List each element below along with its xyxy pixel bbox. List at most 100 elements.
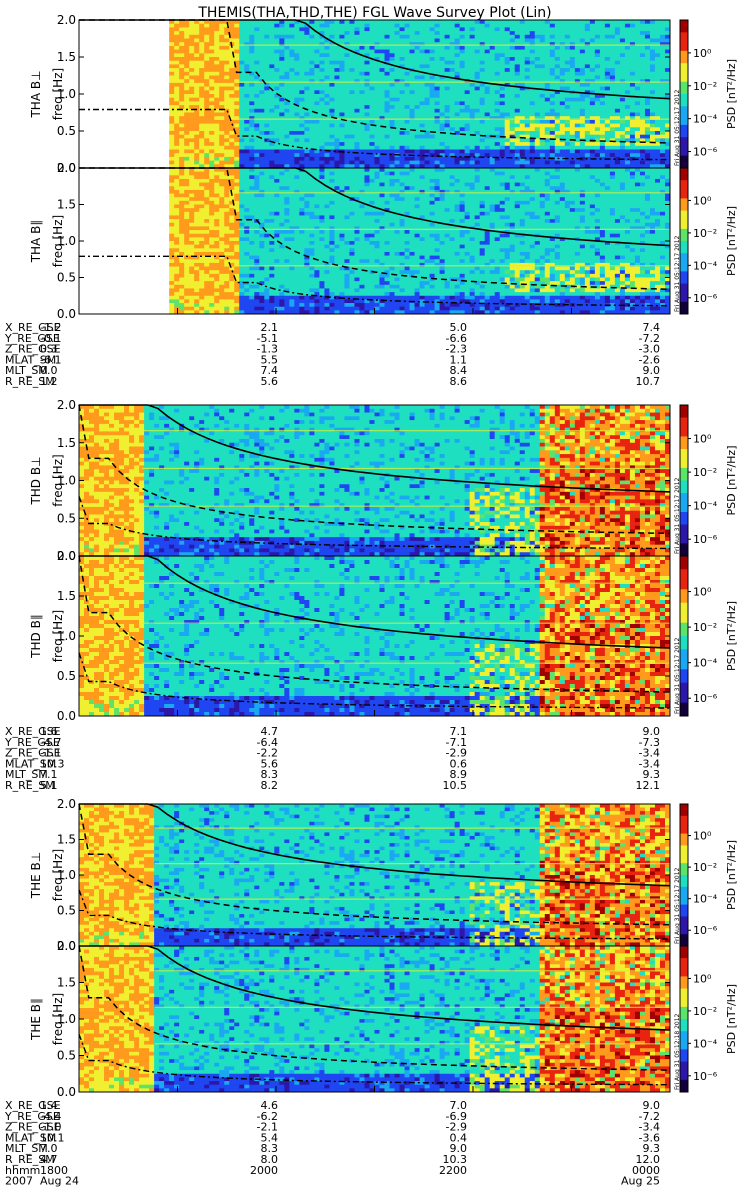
spectrogram-cell: [344, 64, 349, 68]
spectrogram-cell: [274, 35, 279, 39]
spectrogram-cell: [565, 98, 570, 102]
colorbar-tick-label: 10⁻⁶: [693, 146, 718, 159]
spectrogram-cell: [510, 98, 515, 102]
spectrogram-cell: [244, 172, 249, 176]
spectrogram-cell: [199, 245, 204, 249]
spectrogram-cell: [495, 27, 500, 31]
spectrogram-cell: [249, 146, 254, 150]
spectrogram-cell: [229, 83, 234, 87]
spectrogram-cell: [505, 46, 510, 50]
spectrogram-cell: [354, 27, 359, 31]
spectrogram-cell: [304, 61, 309, 65]
spectrogram-cell: [600, 76, 605, 80]
spectrogram-cell: [279, 39, 284, 43]
spectrogram-cell: [635, 35, 640, 39]
spectrogram-cell: [650, 113, 655, 117]
colorbar-swatch: [680, 150, 688, 157]
spectrogram-cell: [460, 72, 465, 76]
spectrogram-cell: [244, 194, 249, 198]
spectrogram-cell: [435, 46, 440, 50]
spectrogram-cell: [254, 94, 259, 98]
spectrogram-cell: [224, 226, 229, 230]
spectrogram-cell: [480, 150, 485, 154]
spectrogram-cell: [510, 53, 515, 57]
spectrogram-cell: [400, 87, 405, 91]
spectrogram-cell: [550, 76, 555, 80]
spectrogram-cell: [520, 53, 525, 57]
spectrogram-cell: [209, 219, 214, 223]
spectrogram-cell: [254, 24, 259, 28]
spectrogram-cell: [505, 90, 510, 94]
spectrogram-cell: [615, 27, 620, 31]
spectrogram-cell: [249, 201, 254, 205]
spectrogram-cell: [515, 50, 520, 54]
spectrogram-cell: [224, 285, 229, 289]
spectrogram-cell: [189, 64, 194, 68]
spectrogram-cell: [319, 101, 324, 105]
spectrogram-cell: [244, 223, 249, 227]
spectrogram-cell: [555, 109, 560, 113]
spectrogram-cell: [505, 72, 510, 76]
spectrogram-cell: [214, 278, 219, 282]
spectrogram-cell: [635, 150, 640, 154]
spectrogram-cell: [199, 259, 204, 263]
spectrogram-cell: [410, 98, 415, 102]
spectrogram-cell: [505, 142, 510, 146]
spectrogram-cell: [630, 131, 635, 135]
spectrogram-cell: [470, 24, 475, 28]
spectrogram-cell: [440, 146, 445, 150]
y-tick-label: 0.5: [57, 124, 76, 138]
spectrogram-cell: [264, 105, 269, 109]
spectrogram-cell: [254, 172, 259, 176]
spectrogram-cell: [199, 127, 204, 131]
spectrogram-cell: [395, 90, 400, 94]
spectrogram-cell: [334, 57, 339, 61]
spectrogram-cell: [239, 83, 244, 87]
spectrogram-cell: [380, 76, 385, 80]
spectrogram-cell: [274, 256, 279, 260]
spectrogram-cell: [635, 57, 640, 61]
spectrogram-cell: [189, 161, 194, 165]
spectrogram-cell: [309, 31, 314, 35]
spectrogram-cell: [169, 205, 174, 209]
spectrogram-cell: [354, 127, 359, 131]
spectrogram-cell: [294, 50, 299, 54]
spectrogram-cell: [229, 109, 234, 113]
spectrogram-cell: [284, 57, 289, 61]
spectrogram-cell: [169, 274, 174, 278]
spectrogram-cell: [249, 68, 254, 72]
spectrogram-cell: [595, 31, 600, 35]
spectrogram-cell: [460, 142, 465, 146]
spectrogram-cell: [465, 61, 470, 65]
spectrogram-cell: [174, 57, 179, 61]
spectrogram-cell: [585, 50, 590, 54]
spectrogram-cell: [400, 138, 405, 142]
spectrogram-cell: [405, 20, 410, 24]
spectrogram-cell: [640, 76, 645, 80]
spectrogram-cell: [655, 35, 660, 39]
spectrogram-cell: [209, 146, 214, 150]
spectrogram-cell: [204, 135, 209, 139]
spectrogram-cell: [199, 72, 204, 76]
spectrogram-cell: [630, 150, 635, 154]
spectrogram-cell: [425, 35, 430, 39]
spectrogram-cell: [184, 124, 189, 128]
spectrogram-cell: [580, 72, 585, 76]
spectrogram-cell: [540, 46, 545, 50]
spectrogram-cell: [259, 105, 264, 109]
spectrogram-cell: [254, 105, 259, 109]
spectrogram-cell: [349, 127, 354, 131]
spectrogram-cell: [184, 172, 189, 176]
spectrogram-cell: [390, 72, 395, 76]
spectrogram-cell: [194, 248, 199, 252]
spectrogram-cell: [455, 109, 460, 113]
spectrogram-cell: [324, 90, 329, 94]
spectrogram-cell: [299, 90, 304, 94]
spectrogram-cell: [635, 109, 640, 113]
spectrogram-cell: [485, 31, 490, 35]
spectrogram-cell: [625, 57, 630, 61]
spectrogram-cell: [520, 94, 525, 98]
spectrogram-cell: [550, 68, 555, 72]
spectrogram-cell: [560, 127, 565, 131]
spectrogram-cell: [179, 150, 184, 154]
